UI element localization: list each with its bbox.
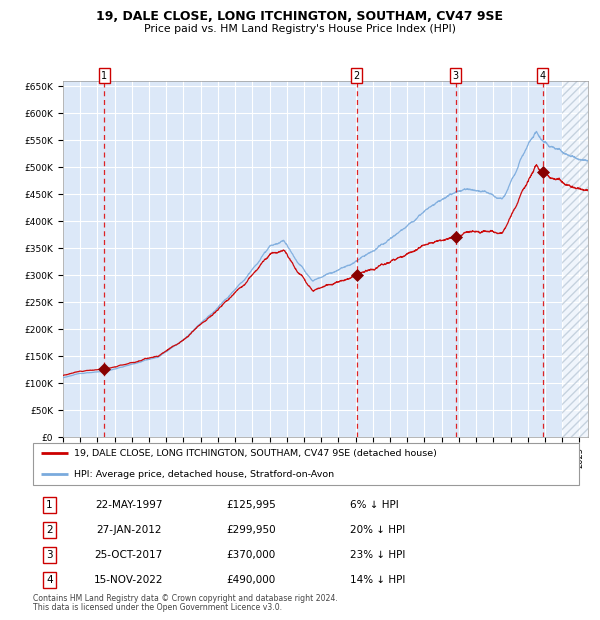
- Text: 15-NOV-2022: 15-NOV-2022: [94, 575, 163, 585]
- Text: 3: 3: [46, 550, 53, 560]
- Text: 1: 1: [46, 500, 53, 510]
- Text: £125,995: £125,995: [227, 500, 276, 510]
- Text: 25-OCT-2017: 25-OCT-2017: [94, 550, 163, 560]
- Text: 4: 4: [539, 71, 546, 81]
- Text: Contains HM Land Registry data © Crown copyright and database right 2024.: Contains HM Land Registry data © Crown c…: [33, 594, 338, 603]
- Text: 23% ↓ HPI: 23% ↓ HPI: [350, 550, 405, 560]
- Text: 3: 3: [453, 71, 459, 81]
- Text: 19, DALE CLOSE, LONG ITCHINGTON, SOUTHAM, CV47 9SE: 19, DALE CLOSE, LONG ITCHINGTON, SOUTHAM…: [97, 10, 503, 23]
- Text: £490,000: £490,000: [227, 575, 276, 585]
- FancyBboxPatch shape: [33, 443, 579, 485]
- Text: 22-MAY-1997: 22-MAY-1997: [95, 500, 162, 510]
- Text: 2: 2: [354, 71, 360, 81]
- Text: 2: 2: [46, 525, 53, 534]
- Text: £299,950: £299,950: [227, 525, 276, 534]
- Text: This data is licensed under the Open Government Licence v3.0.: This data is licensed under the Open Gov…: [33, 603, 282, 612]
- Text: 6% ↓ HPI: 6% ↓ HPI: [350, 500, 398, 510]
- Text: 1: 1: [101, 71, 107, 81]
- Text: 4: 4: [46, 575, 53, 585]
- Text: 27-JAN-2012: 27-JAN-2012: [96, 525, 161, 534]
- Text: 14% ↓ HPI: 14% ↓ HPI: [350, 575, 405, 585]
- Text: 20% ↓ HPI: 20% ↓ HPI: [350, 525, 405, 534]
- Text: HPI: Average price, detached house, Stratford-on-Avon: HPI: Average price, detached house, Stra…: [74, 470, 334, 479]
- Text: Price paid vs. HM Land Registry's House Price Index (HPI): Price paid vs. HM Land Registry's House …: [144, 24, 456, 33]
- Text: £370,000: £370,000: [227, 550, 276, 560]
- Text: 19, DALE CLOSE, LONG ITCHINGTON, SOUTHAM, CV47 9SE (detached house): 19, DALE CLOSE, LONG ITCHINGTON, SOUTHAM…: [74, 449, 437, 458]
